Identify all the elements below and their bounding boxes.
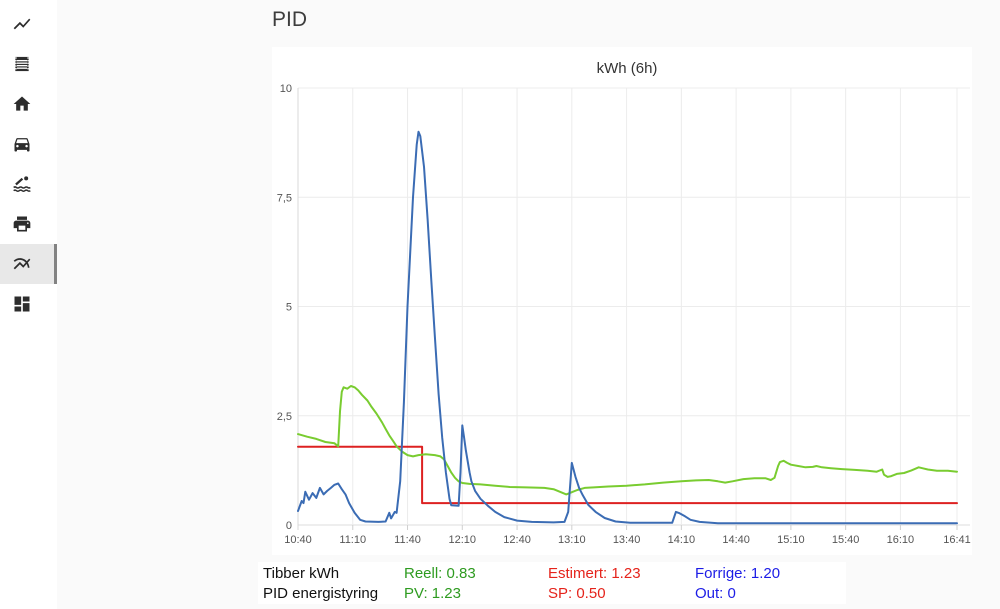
sidebar [0,0,57,609]
y-tick-label: 7,5 [277,192,292,204]
series-pid-energistyring-pv [297,385,958,496]
chart-gridlines [297,87,970,530]
x-tick-label: 12:40 [503,534,531,546]
x-tick-label: 12:10 [449,534,477,546]
x-tick-label: 13:40 [613,534,641,546]
sidebar-item-dashboard[interactable] [0,284,57,324]
legend-row1-reell: Reell: 0.83 [404,565,476,582]
legend-row1-estimert: Estimert: 1.23 [548,565,641,582]
home-icon [13,96,31,111]
series-tibber-kwh [297,130,958,525]
sidebar-item-home[interactable] [0,84,57,124]
legend-row1-forrige: Forrige: 1.20 [695,565,781,582]
legend-row2-out: Out: 0 [695,585,736,602]
sidebar-item-pool[interactable] [0,164,57,204]
sidebar-item-list[interactable] [0,44,57,84]
sidebar-item-print[interactable] [0,204,57,244]
x-tick-label: 16:41 [943,534,971,546]
multiline-chart-icon [13,258,31,270]
legend-row1-name: Tibber kWh [263,565,340,582]
legend-row2-name: PID energistyring [263,585,379,602]
page-title: PID [272,8,308,31]
chart-series [297,130,958,525]
y-tick-label: 5 [286,302,292,314]
x-tick-label: 10:40 [284,534,312,546]
sidebar-item-trend[interactable] [0,4,57,44]
legend-row2-pv: PV: 1.23 [404,585,461,602]
legend-panel: Tibber kWh Reell: 0.83 Estimert: 1.23 Fo… [258,562,846,604]
dashboard-icon [14,296,30,312]
x-tick-label: 13:10 [558,534,586,546]
sidebar-item-car[interactable] [0,124,57,164]
x-tick-label: 14:10 [668,534,696,546]
x-tick-label: 14:40 [722,534,750,546]
x-tick-label: 11:40 [394,534,421,546]
x-tick-label: 15:40 [832,534,860,546]
y-tick-label: 0 [286,520,292,532]
pool-icon [13,176,31,192]
trend-line-icon [13,18,31,30]
chart-axis-labels: 10 7,5 5 2,5 0 10:40 11:10 11:40 12:10 12:40 13:10… [277,83,971,546]
y-tick-label: 10 [280,83,292,95]
x-tick-label: 16:10 [887,534,915,546]
x-tick-label: 15:10 [777,534,805,546]
x-tick-label: 11:10 [339,534,366,546]
chart-panel: kWh (6h) 10 7,5 5 2,5 0 10:40 11:10 11:40 12:10 1… [272,47,972,555]
legend-row2-sp: SP: 0.50 [548,585,606,602]
receipt-list-icon [15,56,29,72]
printer-icon [13,216,31,232]
car-icon [14,138,30,152]
chart-title: kWh (6h) [597,60,658,77]
series-sp-setpoint [297,445,958,505]
sidebar-item-multiline-chart[interactable] [0,244,57,284]
y-tick-label: 2,5 [277,411,292,423]
